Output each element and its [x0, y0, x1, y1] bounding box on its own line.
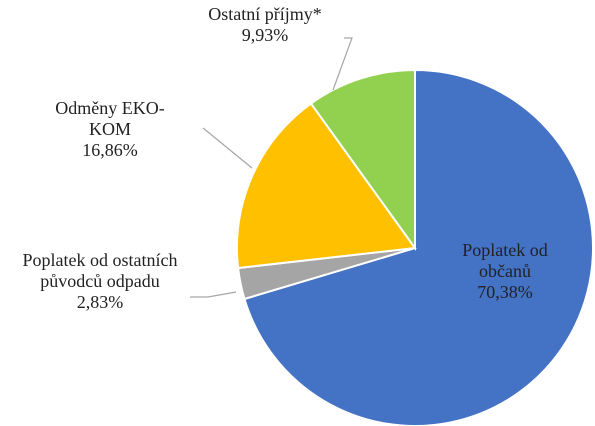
category-label: Poplatek od občanů: [462, 240, 548, 281]
pie-slice: [236, 102, 417, 270]
leader-line: [190, 291, 237, 298]
slice-label: Ostatní příjmy* 9,93%: [175, 4, 355, 46]
category-label: Ostatní příjmy*: [208, 4, 322, 24]
leader-line: [332, 37, 353, 91]
label-box: Ostatní příjmy*9,93%: [175, 4, 355, 46]
value-label: 2,83%: [76, 292, 124, 312]
value-label: 9,93%: [241, 25, 289, 45]
value-label: 70,38%: [477, 282, 533, 302]
category-label: Odměny EKO-KOM: [55, 98, 165, 139]
slice-label: Poplatek od občanů 70,38%: [440, 240, 570, 303]
pie-slice: [243, 68, 594, 426]
label-box: Poplatek od ostatních původců odpadu2,83…: [10, 250, 190, 313]
slice-label: Poplatek od ostatních původců odpadu 2,83…: [10, 250, 190, 313]
category-label: Poplatek od ostatních původců odpadu: [22, 250, 178, 291]
slice-label: Odměny EKO-KOM 16,86%: [50, 98, 170, 161]
leader-line: [202, 127, 253, 169]
value-label: 16,86%: [82, 140, 138, 160]
pie-slice: [309, 68, 416, 252]
